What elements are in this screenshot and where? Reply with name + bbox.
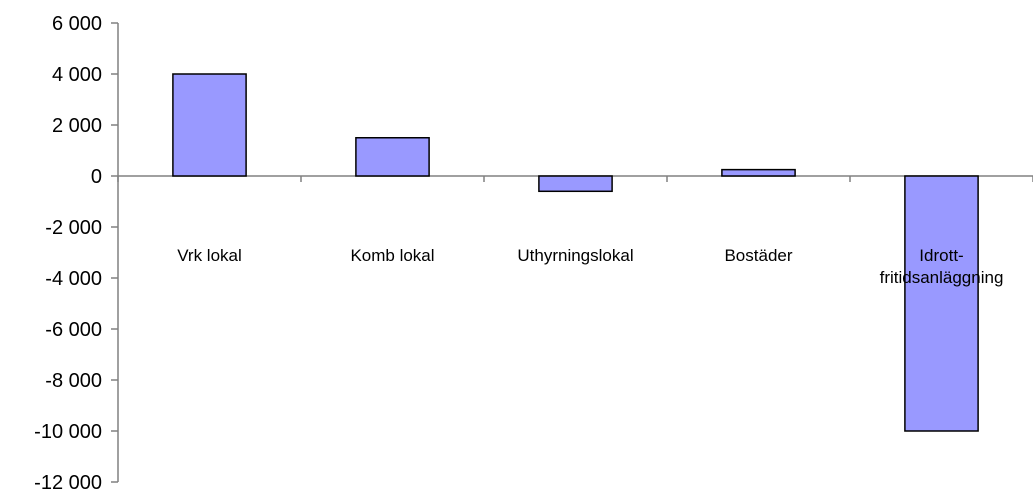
y-tick-label: 6 000 bbox=[52, 13, 102, 35]
y-tick-label: 0 bbox=[91, 166, 102, 188]
y-tick-label: -2 000 bbox=[45, 217, 102, 239]
y-axis-ticks: 6 000 4 000 2 000 0 -2 000 -4 000 -6 000 -8 000… bbox=[34, 13, 118, 492]
category-labels: Vrk lokal Komb lokal Uthyrningslokal Bostäd… bbox=[177, 246, 1003, 287]
bar bbox=[538, 175, 613, 193]
bar bbox=[721, 168, 796, 177]
y-tick-label: -12 000 bbox=[34, 472, 102, 492]
category-label: Komb lokal bbox=[350, 246, 434, 265]
category-label: Vrk lokal bbox=[177, 246, 242, 265]
y-tick-label: -6 000 bbox=[45, 319, 102, 341]
y-tick-label: 4 000 bbox=[52, 64, 102, 86]
y-tick-label: 2 000 bbox=[52, 115, 102, 137]
category-label: fritidsanläggning bbox=[880, 268, 1004, 287]
category-label: Bostäder bbox=[724, 246, 792, 265]
bar bbox=[355, 137, 430, 177]
x-axis-ticks bbox=[117, 176, 1033, 182]
y-tick-label: -4 000 bbox=[45, 268, 102, 290]
y-tick-label: -8 000 bbox=[45, 370, 102, 392]
bar bbox=[904, 175, 979, 432]
bar bbox=[172, 73, 247, 177]
category-label: Idrott- bbox=[919, 246, 963, 265]
bars bbox=[172, 73, 979, 432]
y-tick-label: -10 000 bbox=[34, 421, 102, 443]
category-label: Uthyrningslokal bbox=[517, 246, 633, 265]
